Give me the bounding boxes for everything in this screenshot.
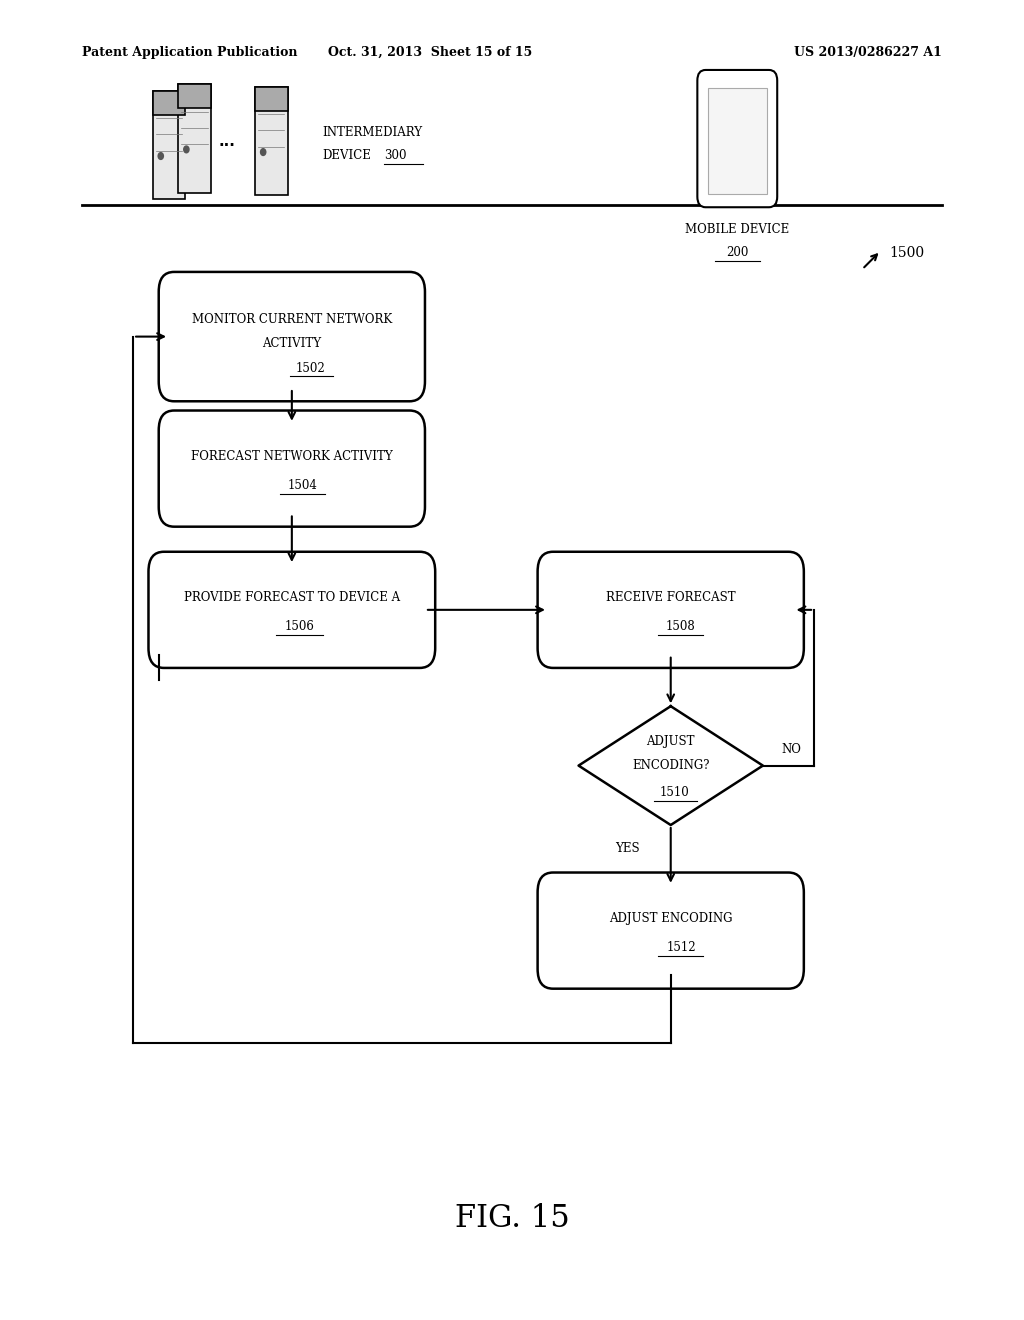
- Text: INTERMEDIARY: INTERMEDIARY: [323, 125, 423, 139]
- Text: PROVIDE FORECAST TO DEVICE A: PROVIDE FORECAST TO DEVICE A: [183, 591, 400, 605]
- Text: ADJUST ENCODING: ADJUST ENCODING: [609, 912, 732, 925]
- Text: 1500: 1500: [889, 247, 924, 260]
- Text: 1508: 1508: [666, 620, 696, 634]
- Text: 200: 200: [726, 246, 749, 259]
- Text: RECEIVE FORECAST: RECEIVE FORECAST: [606, 591, 735, 605]
- Text: 1506: 1506: [285, 620, 315, 634]
- Text: ACTIVITY: ACTIVITY: [262, 337, 322, 350]
- Text: ...: ...: [219, 133, 236, 149]
- FancyBboxPatch shape: [153, 91, 185, 115]
- FancyBboxPatch shape: [178, 84, 211, 193]
- FancyBboxPatch shape: [538, 552, 804, 668]
- FancyBboxPatch shape: [159, 411, 425, 527]
- Text: YES: YES: [615, 842, 640, 855]
- Circle shape: [260, 149, 266, 156]
- FancyBboxPatch shape: [153, 91, 185, 199]
- Text: Patent Application Publication: Patent Application Publication: [82, 46, 297, 59]
- Text: MONITOR CURRENT NETWORK: MONITOR CURRENT NETWORK: [191, 313, 392, 326]
- Circle shape: [158, 153, 164, 160]
- Text: FIG. 15: FIG. 15: [455, 1203, 569, 1234]
- FancyBboxPatch shape: [708, 87, 767, 194]
- Text: DEVICE: DEVICE: [323, 149, 372, 162]
- Text: NO: NO: [781, 743, 802, 756]
- Text: Oct. 31, 2013  Sheet 15 of 15: Oct. 31, 2013 Sheet 15 of 15: [328, 46, 532, 59]
- FancyBboxPatch shape: [159, 272, 425, 401]
- Text: MOBILE DEVICE: MOBILE DEVICE: [685, 223, 790, 236]
- Text: 300: 300: [384, 149, 407, 162]
- Text: ADJUST: ADJUST: [646, 735, 695, 748]
- Text: US 2013/0286227 A1: US 2013/0286227 A1: [795, 46, 942, 59]
- Text: 1510: 1510: [659, 785, 690, 799]
- FancyBboxPatch shape: [255, 87, 288, 111]
- Polygon shape: [579, 706, 763, 825]
- Circle shape: [183, 147, 189, 153]
- FancyBboxPatch shape: [538, 873, 804, 989]
- FancyBboxPatch shape: [148, 552, 435, 668]
- FancyBboxPatch shape: [697, 70, 777, 207]
- Text: 1512: 1512: [667, 941, 695, 954]
- Text: ENCODING?: ENCODING?: [632, 759, 710, 772]
- FancyBboxPatch shape: [255, 87, 288, 195]
- FancyBboxPatch shape: [178, 84, 211, 108]
- Text: FORECAST NETWORK ACTIVITY: FORECAST NETWORK ACTIVITY: [190, 450, 393, 463]
- Text: 1504: 1504: [287, 479, 317, 492]
- Text: 1502: 1502: [295, 362, 326, 375]
